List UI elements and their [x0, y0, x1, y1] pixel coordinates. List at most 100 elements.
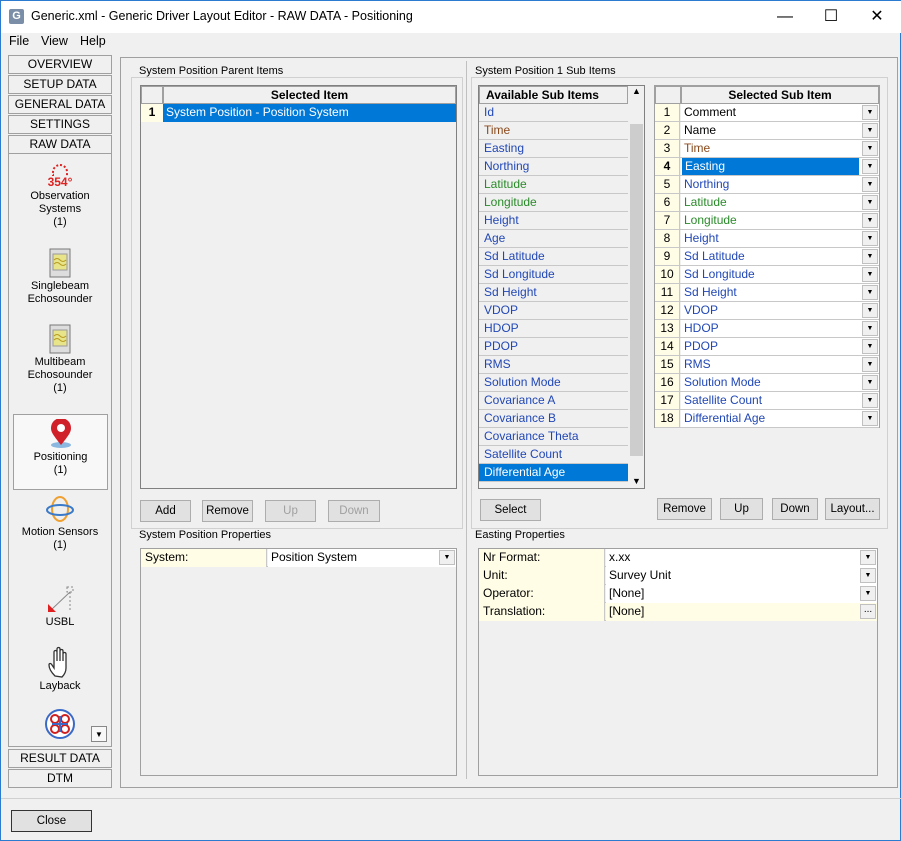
- chevron-down-icon[interactable]: ▼: [862, 285, 878, 300]
- sub-item-dropdown[interactable]: Solution Mode ▼: [681, 374, 879, 392]
- list-item[interactable]: RMS: [479, 356, 628, 374]
- sidebar-item-usbl[interactable]: USBL: [13, 584, 107, 629]
- remove-sub-button[interactable]: Remove: [657, 498, 712, 520]
- chevron-down-icon[interactable]: ▼: [862, 267, 878, 282]
- tab-result-data[interactable]: RESULT DATA: [8, 749, 112, 768]
- up-sub-button[interactable]: Up: [720, 498, 763, 520]
- sidebar-item-observation-systems[interactable]: 354° Observation Systems (1): [13, 158, 107, 229]
- table-row[interactable]: 9 Sd Latitude ▼: [655, 248, 879, 266]
- table-row[interactable]: 13 HDOP ▼: [655, 320, 879, 338]
- list-item[interactable]: HDOP: [479, 320, 628, 338]
- sub-item-dropdown[interactable]: Sd Latitude ▼: [681, 248, 879, 266]
- scroll-down-button[interactable]: ▼: [91, 726, 107, 742]
- list-item[interactable]: Solution Mode: [479, 374, 628, 392]
- sub-item-dropdown[interactable]: Sd Longitude ▼: [681, 266, 879, 284]
- sidebar-item-positioning[interactable]: Positioning (1): [13, 414, 108, 490]
- list-item[interactable]: Longitude: [479, 194, 628, 212]
- sub-item-dropdown[interactable]: Satellite Count ▼: [681, 392, 879, 410]
- chevron-down-icon[interactable]: ▼: [862, 231, 878, 246]
- table-row[interactable]: 18 Differential Age ▼: [655, 410, 879, 428]
- down-button[interactable]: Down: [328, 500, 380, 522]
- close-button[interactable]: Close: [11, 810, 92, 832]
- ellipsis-icon[interactable]: ...: [860, 604, 876, 619]
- tab-settings[interactable]: SETTINGS: [8, 115, 112, 134]
- chevron-down-icon[interactable]: ▼: [862, 375, 878, 390]
- tab-overview[interactable]: OVERVIEW: [8, 55, 112, 74]
- table-row[interactable]: 11 Sd Height ▼: [655, 284, 879, 302]
- tab-dtm[interactable]: DTM: [8, 769, 112, 788]
- list-item[interactable]: PDOP: [479, 338, 628, 356]
- close-window-button[interactable]: ✕: [870, 8, 884, 25]
- sub-item-dropdown[interactable]: Longitude ▼: [681, 212, 879, 230]
- menu-file[interactable]: File: [9, 34, 30, 48]
- chevron-down-icon[interactable]: ▼: [860, 568, 876, 583]
- sub-item-dropdown[interactable]: Northing ▼: [681, 176, 879, 194]
- chevron-down-icon[interactable]: ▼: [862, 249, 878, 264]
- sub-item-dropdown[interactable]: PDOP ▼: [681, 338, 879, 356]
- chevron-down-icon[interactable]: ▼: [439, 550, 455, 565]
- table-row[interactable]: 2 Name ▼: [655, 122, 879, 140]
- list-item[interactable]: Differential Age: [479, 464, 628, 482]
- minimize-button[interactable]: —: [777, 8, 793, 25]
- list-item[interactable]: Height: [479, 212, 628, 230]
- sidebar-item-motion-sensors[interactable]: Motion Sensors (1): [13, 494, 107, 552]
- tab-general-data[interactable]: GENERAL DATA: [8, 95, 112, 114]
- chevron-down-icon[interactable]: ▼: [862, 303, 878, 318]
- down-sub-button[interactable]: Down: [772, 498, 818, 520]
- table-row[interactable]: 8 Height ▼: [655, 230, 879, 248]
- scrollbar-thumb[interactable]: [630, 124, 643, 456]
- table-row[interactable]: 12 VDOP ▼: [655, 302, 879, 320]
- list-item[interactable]: VDOP: [479, 302, 628, 320]
- list-item[interactable]: Easting: [479, 140, 628, 158]
- chevron-down-icon[interactable]: ▼: [862, 105, 878, 120]
- chevron-down-icon[interactable]: ▼: [862, 393, 878, 408]
- list-item[interactable]: Covariance A: [479, 392, 628, 410]
- unit-field[interactable]: Survey Unit ▼: [606, 567, 877, 585]
- list-item[interactable]: Sd Height: [479, 284, 628, 302]
- list-item[interactable]: Satellite Count: [479, 446, 628, 464]
- chevron-down-icon[interactable]: ▼: [862, 321, 878, 336]
- list-item[interactable]: Latitude: [479, 176, 628, 194]
- chevron-down-icon[interactable]: ▼: [862, 195, 878, 210]
- menu-help[interactable]: Help: [80, 34, 106, 48]
- tab-raw-data[interactable]: RAW DATA: [8, 135, 112, 154]
- list-item[interactable]: Id: [479, 104, 628, 122]
- up-button[interactable]: Up: [265, 500, 316, 522]
- table-row[interactable]: 15 RMS ▼: [655, 356, 879, 374]
- chevron-down-icon[interactable]: ▼: [862, 339, 878, 354]
- list-item[interactable]: Covariance B: [479, 410, 628, 428]
- scroll-down-icon[interactable]: ▼: [632, 476, 641, 486]
- table-row[interactable]: System Position - Position System: [163, 104, 456, 122]
- maximize-button[interactable]: ☐: [823, 8, 839, 25]
- table-row[interactable]: 7 Longitude ▼: [655, 212, 879, 230]
- chevron-down-icon[interactable]: ▼: [860, 550, 876, 565]
- list-item[interactable]: Northing: [479, 158, 628, 176]
- scrollbar[interactable]: ▲ ▼: [629, 86, 644, 488]
- table-row[interactable]: 17 Satellite Count ▼: [655, 392, 879, 410]
- chevron-down-icon[interactable]: ▼: [860, 586, 876, 601]
- tab-setup-data[interactable]: SETUP DATA: [8, 75, 112, 94]
- sub-item-dropdown[interactable]: RMS ▼: [681, 356, 879, 374]
- chevron-down-icon[interactable]: ▼: [862, 213, 878, 228]
- chevron-down-icon[interactable]: ▼: [862, 357, 878, 372]
- table-row[interactable]: 16 Solution Mode ▼: [655, 374, 879, 392]
- sub-item-dropdown[interactable]: Latitude ▼: [681, 194, 879, 212]
- sub-item-dropdown[interactable]: HDOP ▼: [681, 320, 879, 338]
- menu-view[interactable]: View: [41, 34, 68, 48]
- table-row[interactable]: 3 Time ▼: [655, 140, 879, 158]
- sidebar-item-rov[interactable]: [13, 709, 107, 742]
- table-row[interactable]: 10 Sd Longitude ▼: [655, 266, 879, 284]
- chevron-down-icon[interactable]: ▼: [862, 123, 878, 138]
- sub-item-dropdown[interactable]: Differential Age ▼: [681, 410, 879, 428]
- select-button[interactable]: Select: [480, 499, 541, 521]
- sub-item-dropdown[interactable]: Name ▼: [681, 122, 879, 140]
- chevron-down-icon[interactable]: ▼: [862, 141, 878, 156]
- sidebar-item-multibeam-echosounder[interactable]: Multibeam Echosounder (1): [13, 324, 107, 395]
- list-item[interactable]: Sd Latitude: [479, 248, 628, 266]
- nr-format-field[interactable]: x.xx ▼: [606, 549, 877, 567]
- sub-item-dropdown[interactable]: Time ▼: [681, 140, 879, 158]
- table-row[interactable]: 5 Northing ▼: [655, 176, 879, 194]
- sub-item-dropdown[interactable]: Height ▼: [681, 230, 879, 248]
- list-item[interactable]: Sd Longitude: [479, 266, 628, 284]
- system-dropdown[interactable]: Position System ▼: [268, 549, 456, 567]
